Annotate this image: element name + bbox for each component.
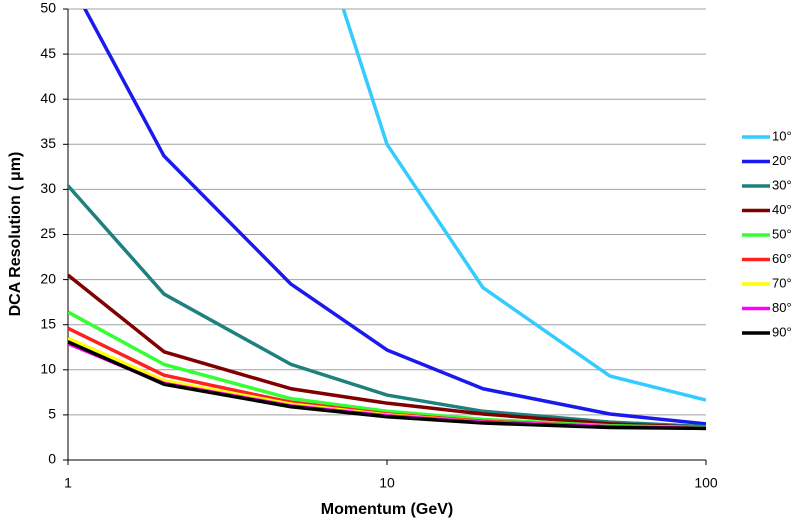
y-tick-label: 15 <box>40 315 56 331</box>
series-line <box>82 9 706 426</box>
legend-label: 90° <box>772 324 792 339</box>
series-line <box>68 184 706 429</box>
x-tick-label: 10 <box>379 475 395 491</box>
y-tick-label: 50 <box>40 0 56 16</box>
y-tick-label: 25 <box>40 225 56 241</box>
series-line <box>341 9 706 402</box>
y-tick-label: 35 <box>40 135 56 151</box>
legend-label: 60° <box>772 251 792 266</box>
x-tick-label: 1 <box>64 475 72 491</box>
legend-label: 50° <box>772 226 792 241</box>
y-tick-label: 30 <box>40 180 56 196</box>
legend-label: 80° <box>772 300 792 315</box>
legend-label: 40° <box>772 202 792 217</box>
y-tick-label: 45 <box>40 45 56 61</box>
series-line <box>68 340 706 431</box>
legend-label: 30° <box>772 177 792 192</box>
plot-area <box>68 9 706 431</box>
legend-label: 20° <box>772 153 792 168</box>
series-line <box>68 273 706 430</box>
y-tick-label: 40 <box>40 90 56 106</box>
legend-label: 10° <box>772 128 792 143</box>
y-tick-label: 10 <box>40 361 56 377</box>
y-tick-label: 5 <box>48 406 56 422</box>
legend-label: 70° <box>772 275 792 290</box>
x-axis-title: Momentum (GeV) <box>321 501 453 518</box>
y-tick-label: 0 <box>48 451 56 467</box>
y-axis-title: DCA Resolution ( μm) <box>7 152 24 317</box>
y-tick-label: 20 <box>40 270 56 286</box>
x-tick-label: 100 <box>694 475 718 491</box>
